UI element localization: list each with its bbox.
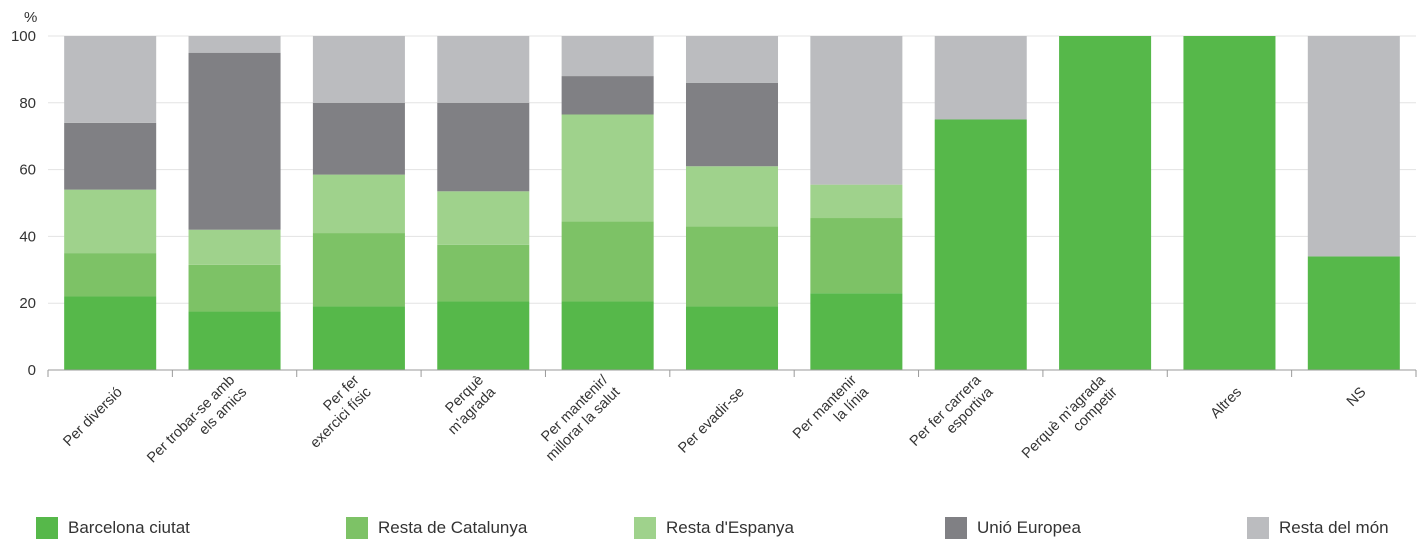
y-tick-label: 0 (28, 362, 36, 379)
legend-label: Resta de Catalunya (378, 518, 528, 537)
bar-segment (685, 36, 779, 83)
bar-segment (1307, 256, 1400, 370)
y-tick-label: 100 (11, 28, 36, 45)
bar-segment (934, 119, 1027, 370)
bar-segment (685, 226, 779, 307)
x-tick-label-line: Altres (1208, 384, 1246, 422)
bar-segment (685, 306, 779, 370)
bar-segment (437, 36, 530, 103)
bar-segment (685, 82, 779, 167)
bar-segment (188, 311, 281, 370)
bar-segment (64, 189, 157, 254)
y-axis-unit-label: % (24, 9, 37, 26)
axes: 0 20 40 60 80 100 (11, 28, 1417, 379)
x-tick-label-line: NS (1344, 384, 1370, 410)
legend-swatch (945, 517, 967, 539)
legend: Barcelona ciutat Resta de Catalunya Resta … (0, 517, 1420, 543)
legend-swatch (36, 517, 58, 539)
x-tick-label: Altres (1208, 384, 1246, 422)
legend-swatch (1247, 517, 1269, 539)
legend-item: Unió Europea (945, 517, 1081, 539)
legend-swatch (634, 517, 656, 539)
bar-segment (810, 218, 903, 294)
stacked-bar-chart: 0 20 40 60 80 100 Per diversió Per trobar-se a… (11, 9, 1417, 467)
legend-item: Resta de Catalunya (346, 517, 527, 539)
bar-segment (561, 114, 654, 222)
bar-segment (64, 296, 157, 370)
x-tick-label-line: Per evadir-se (675, 384, 747, 456)
legend-label: Resta d'Espanya (666, 518, 794, 537)
bar-segment (437, 191, 530, 245)
bar-segment (312, 36, 405, 103)
bar-segment (437, 244, 530, 302)
bar-segment (1183, 36, 1276, 370)
bar-segment (312, 233, 405, 307)
bar-segment (188, 229, 281, 265)
x-tick-label: NS (1344, 384, 1370, 410)
bar-segment (188, 36, 281, 53)
bar-segment (188, 264, 281, 312)
bar-segment (312, 306, 405, 370)
bar-segment (561, 301, 654, 370)
x-tick-label: Per evadir-se (675, 384, 747, 456)
legend-label: Resta del món (1279, 518, 1389, 537)
x-tick-label: Per diversió (60, 384, 125, 449)
bar-segment (312, 174, 405, 234)
legend-label: Unió Europea (977, 518, 1081, 537)
bar-segment (437, 102, 530, 192)
legend-item: Resta d'Espanya (634, 517, 794, 539)
bar-segment (561, 36, 654, 77)
legend-item: Resta del món (1247, 517, 1389, 539)
y-tick-label: 80 (19, 95, 36, 112)
bar-segment (312, 102, 405, 175)
x-tick-label-line: Per diversió (60, 384, 125, 449)
y-tick-label: 60 (19, 162, 36, 179)
bar-segment (561, 221, 654, 302)
bar-segment (64, 122, 157, 190)
bars (64, 36, 1400, 370)
bar-segment (64, 253, 157, 297)
bar-segment (64, 36, 157, 123)
bar-segment (810, 293, 903, 370)
bar-segment (437, 301, 530, 370)
x-tick-label: Per mantenir/millorar la salut (538, 372, 623, 465)
y-tick-label: 40 (19, 228, 36, 245)
bar-segment (810, 36, 903, 185)
y-tick-label: 20 (19, 295, 36, 312)
bar-segment (685, 166, 779, 227)
bar-segment (810, 184, 903, 219)
bar-segment (1059, 36, 1152, 370)
legend-item: Barcelona ciutat (36, 517, 190, 539)
bar-segment (1307, 36, 1400, 257)
legend-label: Barcelona ciutat (68, 518, 190, 537)
legend-swatch (346, 517, 368, 539)
bar-segment (188, 52, 281, 230)
bar-segment (561, 76, 654, 115)
bar-segment (934, 36, 1027, 120)
